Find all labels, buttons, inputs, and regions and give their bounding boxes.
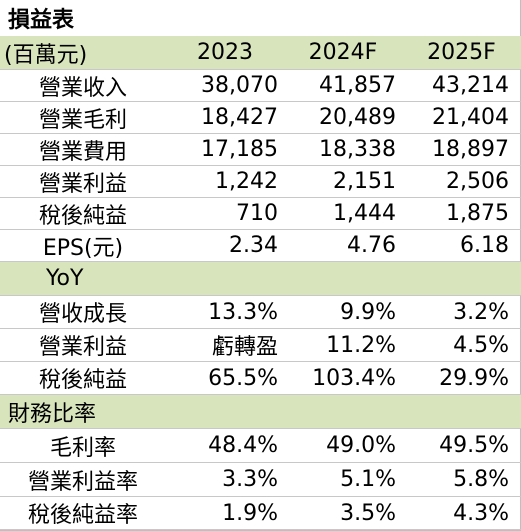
cell-value: 49.5%: [402, 429, 521, 463]
row-label: 稅後純益: [0, 362, 166, 395]
table-row: 稅後純益率 1.9% 3.5% 4.3%: [0, 497, 521, 530]
row-label: 毛利率: [0, 429, 166, 463]
cell-value: 3.5%: [284, 497, 402, 530]
cell-value: 29.9%: [402, 362, 521, 395]
row-label: 營業收入: [0, 70, 166, 102]
cell-value: 18,427: [166, 102, 284, 134]
table-row: 毛利率 48.4% 49.0% 49.5%: [0, 429, 521, 463]
year-header-2024f: 2024F: [284, 36, 402, 70]
cell-value: 4.76: [284, 230, 402, 262]
table-row: EPS(元) 2.34 4.76 6.18: [0, 230, 521, 262]
cell-value: 4.3%: [402, 497, 521, 530]
row-label: 營業費用: [0, 134, 166, 166]
table-row: 營業費用 17,185 18,338 18,897: [0, 134, 521, 166]
cell-value: 5.1%: [284, 463, 402, 497]
cell-value: 49.0%: [284, 429, 402, 463]
table-row: 營業毛利 18,427 20,489 21,404: [0, 102, 521, 134]
row-label: 營收成長: [0, 296, 166, 329]
cell-value: 13.3%: [166, 296, 284, 329]
cell-value: 38,070: [166, 70, 284, 102]
row-label: 營業利益: [0, 166, 166, 198]
cell-value: 103.4%: [284, 362, 402, 395]
cell-value: 710: [166, 198, 284, 230]
cell-value: 48.4%: [166, 429, 284, 463]
cell-value: 1,444: [284, 198, 402, 230]
cell-value: 18,897: [402, 134, 521, 166]
row-label: 稅後純益: [0, 198, 166, 230]
cell-value: 2,506: [402, 166, 521, 198]
row-label: 營業毛利: [0, 102, 166, 134]
cell-value: 4.5%: [402, 329, 521, 362]
cell-value: 17,185: [166, 134, 284, 166]
cell-value: 41,857: [284, 70, 402, 102]
row-label: 營業利益率: [0, 463, 166, 497]
year-header-2023: 2023: [166, 36, 284, 70]
table-row: 營業收入 38,070 41,857 43,214: [0, 70, 521, 102]
table-row: 營收成長 13.3% 9.9% 3.2%: [0, 296, 521, 329]
cell-value: 1,875: [402, 198, 521, 230]
table-row: 營業利益 1,242 2,151 2,506: [0, 166, 521, 198]
cell-value: 6.18: [402, 230, 521, 262]
cell-value: 2.34: [166, 230, 284, 262]
table-row: 營業利益率 3.3% 5.1% 5.8%: [0, 463, 521, 497]
cell-value: 20,489: [284, 102, 402, 134]
cell-value: 21,404: [402, 102, 521, 134]
row-label: EPS(元): [0, 230, 166, 262]
table-row: 稅後純益 65.5% 103.4% 29.9%: [0, 362, 521, 395]
cell-value: 2,151: [284, 166, 402, 198]
yoy-section-title: YoY: [0, 262, 521, 296]
cell-value: 1,242: [166, 166, 284, 198]
cell-value: 9.9%: [284, 296, 402, 329]
cell-value: 3.2%: [402, 296, 521, 329]
table-title: 損益表: [8, 8, 75, 33]
cell-value: 1.9%: [166, 497, 284, 530]
yoy-section-row: YoY: [0, 262, 521, 296]
cell-value: 43,214: [402, 70, 521, 102]
cell-value: 65.5%: [166, 362, 284, 395]
cell-value: 5.8%: [402, 463, 521, 497]
cell-value: 11.2%: [284, 329, 402, 362]
ratio-section-title: 財務比率: [0, 395, 521, 429]
table-row: 營業利益 虧轉盈 11.2% 4.5%: [0, 329, 521, 362]
table-row: 稅後純益 710 1,444 1,875: [0, 198, 521, 230]
header-row: (百萬元) 2023 2024F 2025F: [0, 36, 521, 70]
cell-value: 18,338: [284, 134, 402, 166]
cell-value: 3.3%: [166, 463, 284, 497]
row-label: 稅後純益率: [0, 497, 166, 530]
row-label: 營業利益: [0, 329, 166, 362]
ratio-section-row: 財務比率: [0, 395, 521, 429]
unit-label: (百萬元): [0, 36, 166, 70]
year-header-2025f: 2025F: [402, 36, 521, 70]
title-row: 損益表: [0, 0, 521, 36]
cell-value: 虧轉盈: [166, 329, 284, 362]
